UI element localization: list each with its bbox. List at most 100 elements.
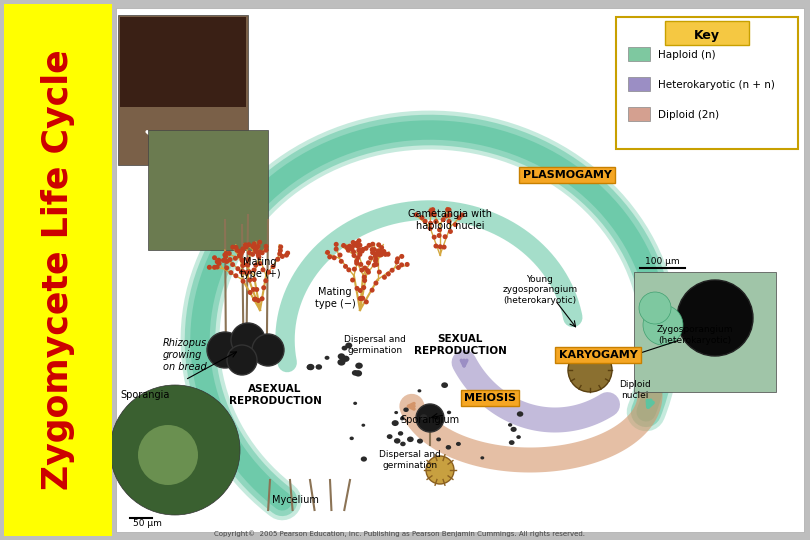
Circle shape xyxy=(234,248,240,253)
Circle shape xyxy=(354,259,359,264)
Text: Haploid (n): Haploid (n) xyxy=(658,50,715,60)
FancyBboxPatch shape xyxy=(148,130,268,250)
Circle shape xyxy=(414,212,419,217)
Ellipse shape xyxy=(386,434,393,439)
Circle shape xyxy=(223,252,228,258)
Ellipse shape xyxy=(456,442,461,446)
Ellipse shape xyxy=(352,370,359,376)
Circle shape xyxy=(247,269,252,274)
Circle shape xyxy=(373,253,378,259)
Circle shape xyxy=(373,252,378,256)
Circle shape xyxy=(212,265,217,270)
Text: Rhizopus
growing
on bread: Rhizopus growing on bread xyxy=(163,339,207,372)
Circle shape xyxy=(358,296,363,301)
FancyBboxPatch shape xyxy=(634,272,776,392)
Circle shape xyxy=(241,246,245,252)
Circle shape xyxy=(355,244,360,248)
Circle shape xyxy=(369,255,373,260)
Text: 50 μm: 50 μm xyxy=(133,518,162,528)
Ellipse shape xyxy=(510,427,517,432)
Text: Zygomycete Life Cycle: Zygomycete Life Cycle xyxy=(41,50,75,490)
Circle shape xyxy=(227,345,257,375)
Circle shape xyxy=(374,252,379,256)
Circle shape xyxy=(433,244,438,248)
Circle shape xyxy=(325,250,330,255)
Text: Dispersal and
germination: Dispersal and germination xyxy=(379,450,441,470)
Circle shape xyxy=(369,247,375,252)
Ellipse shape xyxy=(398,431,403,436)
Circle shape xyxy=(252,267,257,273)
Text: Mating
type (−): Mating type (−) xyxy=(314,287,356,309)
Circle shape xyxy=(437,233,441,238)
Ellipse shape xyxy=(325,356,330,360)
Ellipse shape xyxy=(316,364,322,370)
Circle shape xyxy=(361,285,366,290)
FancyBboxPatch shape xyxy=(120,17,246,107)
Circle shape xyxy=(339,259,343,264)
Circle shape xyxy=(360,267,364,273)
Circle shape xyxy=(362,266,368,271)
Circle shape xyxy=(432,212,437,217)
Circle shape xyxy=(327,254,332,259)
Circle shape xyxy=(441,217,446,222)
Circle shape xyxy=(358,262,364,267)
Ellipse shape xyxy=(394,438,400,444)
Circle shape xyxy=(377,269,382,274)
Circle shape xyxy=(240,258,245,262)
Circle shape xyxy=(386,272,391,276)
Circle shape xyxy=(356,255,360,260)
Circle shape xyxy=(677,280,753,356)
Circle shape xyxy=(237,253,243,258)
Circle shape xyxy=(244,245,249,249)
Circle shape xyxy=(639,292,671,324)
Ellipse shape xyxy=(338,359,346,366)
Text: Dispersal and
germination: Dispersal and germination xyxy=(344,335,406,355)
FancyBboxPatch shape xyxy=(665,21,749,45)
Circle shape xyxy=(334,247,339,252)
Circle shape xyxy=(360,296,365,301)
Circle shape xyxy=(254,245,259,250)
Circle shape xyxy=(347,267,352,272)
Circle shape xyxy=(241,269,245,274)
Circle shape xyxy=(399,254,404,259)
Circle shape xyxy=(275,256,280,262)
Text: Sporangium: Sporangium xyxy=(400,415,459,425)
Ellipse shape xyxy=(360,456,367,462)
Circle shape xyxy=(351,240,356,245)
Circle shape xyxy=(359,296,364,301)
Circle shape xyxy=(346,248,351,253)
Text: ASEXUAL
REPRODUCTION: ASEXUAL REPRODUCTION xyxy=(228,384,322,406)
Circle shape xyxy=(379,245,384,250)
Circle shape xyxy=(241,263,245,268)
Circle shape xyxy=(230,262,235,267)
Circle shape xyxy=(254,262,258,268)
Text: Diploid (2n): Diploid (2n) xyxy=(658,110,719,120)
Circle shape xyxy=(252,277,257,282)
FancyBboxPatch shape xyxy=(118,15,248,165)
Circle shape xyxy=(446,207,451,212)
Circle shape xyxy=(248,290,253,295)
Circle shape xyxy=(428,212,434,217)
Circle shape xyxy=(352,267,357,272)
Circle shape xyxy=(236,266,241,271)
Circle shape xyxy=(360,247,365,252)
Circle shape xyxy=(377,249,383,254)
Ellipse shape xyxy=(356,362,363,369)
Bar xyxy=(4,4,112,536)
Circle shape xyxy=(253,248,258,254)
Circle shape xyxy=(350,278,355,282)
Ellipse shape xyxy=(509,440,514,445)
Circle shape xyxy=(370,242,375,247)
Circle shape xyxy=(447,213,452,218)
Circle shape xyxy=(357,252,362,257)
Circle shape xyxy=(358,288,363,293)
Circle shape xyxy=(373,281,378,286)
Circle shape xyxy=(332,255,337,260)
Text: Gametangia with
haploid nuclei: Gametangia with haploid nuclei xyxy=(408,209,492,231)
Text: Key: Key xyxy=(694,29,720,42)
Ellipse shape xyxy=(353,402,357,405)
Circle shape xyxy=(386,252,390,256)
Ellipse shape xyxy=(417,389,421,393)
Circle shape xyxy=(441,245,446,249)
Circle shape xyxy=(257,249,262,254)
